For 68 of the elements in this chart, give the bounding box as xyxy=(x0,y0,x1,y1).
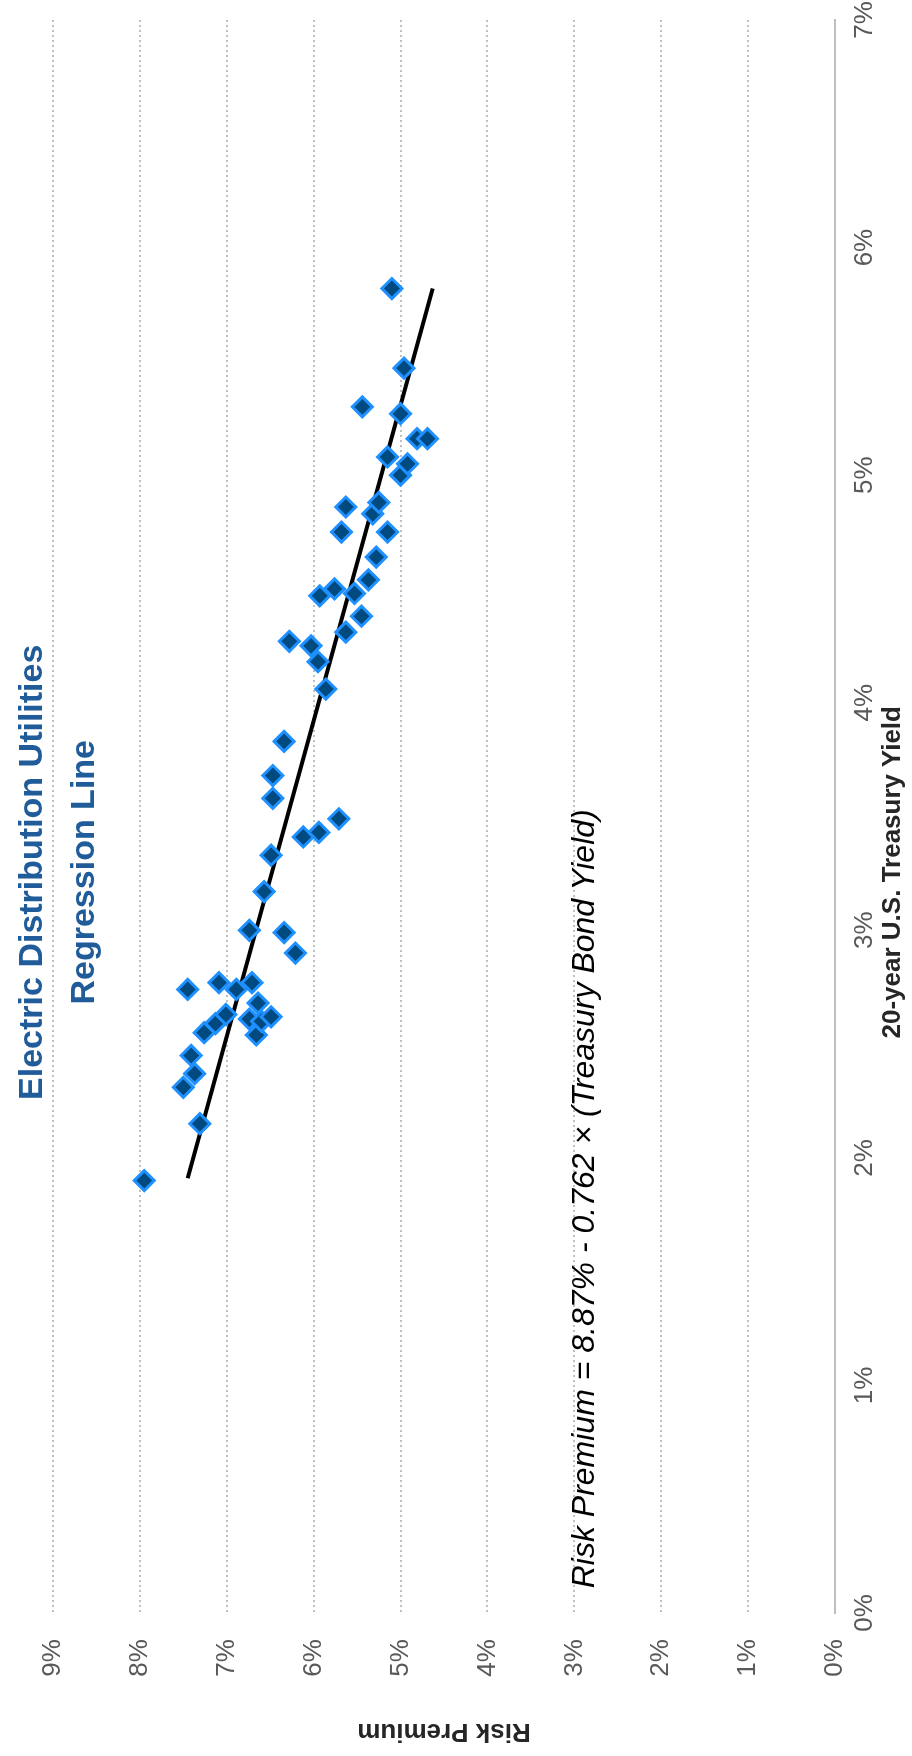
point xyxy=(171,1075,195,1099)
text: Regression Line xyxy=(63,740,102,1005)
point xyxy=(349,604,373,628)
y-tick-label: 4% xyxy=(848,683,879,722)
point xyxy=(323,577,347,601)
point xyxy=(224,977,248,1001)
point xyxy=(327,807,351,831)
point xyxy=(272,921,296,945)
y-tick-label: 1% xyxy=(848,1366,879,1405)
point xyxy=(183,1062,207,1086)
point xyxy=(259,843,283,867)
x-tick-label: 7% xyxy=(209,1639,240,1677)
annotation: Risk Premium = 8.87% - 0.762 × (Treasury Bond Yield) xyxy=(564,809,601,1589)
point xyxy=(356,568,380,592)
point xyxy=(259,1005,283,1029)
point xyxy=(396,452,420,476)
x-tick-label: 5% xyxy=(383,1639,414,1677)
point xyxy=(272,729,296,753)
point xyxy=(376,445,400,469)
point xyxy=(277,629,301,653)
y-tick-label: 6% xyxy=(848,228,879,267)
y-axis-title: 20-year U.S. Treasury Yield xyxy=(876,706,907,1039)
x-tick-label: 0% xyxy=(818,1639,849,1677)
text: Electric Distribution Utilities xyxy=(11,644,50,1100)
y-tick-label: 0% xyxy=(848,1594,879,1632)
point xyxy=(329,520,353,544)
x-tick-label: 1% xyxy=(731,1639,762,1677)
point xyxy=(179,1043,203,1067)
point xyxy=(392,356,416,380)
x-tick-label: 3% xyxy=(557,1639,588,1677)
x-tick-label: 4% xyxy=(470,1639,501,1677)
point xyxy=(334,495,358,519)
point xyxy=(334,620,358,644)
y-tick-label: 5% xyxy=(848,456,879,494)
point xyxy=(350,395,374,419)
x-tick-label: 9% xyxy=(36,1639,67,1677)
point xyxy=(214,1002,238,1026)
point xyxy=(207,971,231,995)
point xyxy=(252,880,276,904)
point xyxy=(307,820,331,844)
point xyxy=(376,520,400,544)
x-axis-title: Risk Premium xyxy=(357,1717,531,1748)
y-tick-label: 3% xyxy=(848,911,879,950)
point xyxy=(364,545,388,569)
point xyxy=(176,977,200,1001)
point xyxy=(415,427,439,451)
point xyxy=(291,825,315,849)
point xyxy=(261,764,285,788)
y-tick-label: 2% xyxy=(848,1139,879,1177)
point xyxy=(380,277,404,301)
point xyxy=(367,490,391,514)
point xyxy=(343,581,366,605)
point xyxy=(237,918,261,942)
y-tick-label: 7% xyxy=(848,1,879,39)
point xyxy=(299,634,323,658)
point xyxy=(246,991,270,1015)
point xyxy=(283,941,307,965)
point xyxy=(240,971,264,995)
x-tick-label: 8% xyxy=(123,1639,154,1677)
x-tick-label: 6% xyxy=(296,1639,327,1677)
x-tick-label: 2% xyxy=(644,1639,675,1677)
point xyxy=(261,786,285,810)
point xyxy=(188,1112,212,1136)
point xyxy=(306,650,330,674)
point xyxy=(314,677,338,701)
point xyxy=(132,1169,156,1193)
point xyxy=(308,584,332,608)
point xyxy=(389,402,413,426)
